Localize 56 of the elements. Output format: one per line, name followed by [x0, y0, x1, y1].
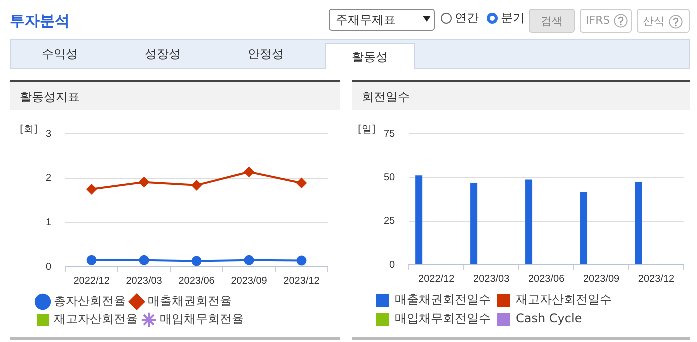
text: 연간	[455, 10, 479, 27]
x-tick-label: 2023/12	[638, 274, 676, 285]
chart-title: 회전일수	[352, 80, 690, 110]
text: 분기	[501, 10, 525, 27]
y-axis-title: [일]	[358, 124, 376, 136]
legend-label: 재고자산회전율	[54, 312, 138, 326]
bar	[470, 183, 478, 264]
point	[86, 255, 97, 266]
legend-label: 매출채권회전일수	[395, 292, 491, 307]
text: 성장성	[144, 46, 182, 63]
x-tick-label: 2023/03	[126, 276, 163, 287]
x-tick-label: 2023/09	[231, 276, 268, 287]
x-tick-label: 2023/09	[583, 274, 620, 285]
bar	[526, 180, 533, 264]
y-tick-label: 2	[46, 173, 52, 184]
point	[139, 255, 150, 266]
legend-label: 총자산회전율	[54, 294, 126, 308]
x-tick-label: 2023/06	[528, 274, 566, 285]
text: 활동성	[325, 43, 415, 69]
y-tick-label: 75	[384, 128, 396, 140]
text: 산식	[637, 9, 690, 33]
legend-label: 매출채권회전율	[148, 294, 232, 308]
text: IFRS	[580, 9, 632, 33]
x-tick-label: 2023/12	[284, 276, 320, 287]
point	[244, 167, 254, 178]
legend-label: Cash Cycle	[516, 312, 582, 326]
y-tick-label: 3	[46, 128, 52, 140]
text: 수익성	[41, 46, 79, 63]
point	[192, 180, 202, 190]
x-tick-label: 2022/12	[74, 276, 110, 287]
x-tick-label: 2023/03	[474, 274, 510, 285]
point	[296, 178, 307, 188]
text: 안정성	[247, 46, 285, 63]
point	[296, 256, 307, 266]
text: 검색	[529, 9, 575, 33]
chart-title: 활동성지표	[10, 80, 340, 110]
bar	[635, 182, 642, 264]
point	[244, 255, 254, 266]
point	[139, 177, 150, 188]
text: 투자분석	[10, 12, 70, 31]
x-tick-label: 2022/12	[418, 274, 456, 285]
legend-label: 매입채무회전율	[160, 312, 244, 326]
legend-label: 매입채무회전일수	[395, 312, 491, 326]
bar	[416, 176, 423, 264]
y-axis-title: [회]	[20, 124, 38, 136]
y-tick-label: 1	[46, 217, 52, 228]
y-tick-label: 25	[384, 216, 396, 228]
bar	[580, 192, 588, 264]
y-tick-label: 0	[46, 262, 52, 273]
text: 주재무제표	[329, 9, 435, 31]
y-tick-label: 0	[390, 260, 396, 271]
point	[192, 256, 202, 266]
point	[86, 184, 97, 194]
legend-label: 재고자산회전일수	[516, 292, 612, 307]
y-tick-label: 50	[384, 172, 396, 184]
x-tick-label: 2023/06	[178, 276, 216, 287]
